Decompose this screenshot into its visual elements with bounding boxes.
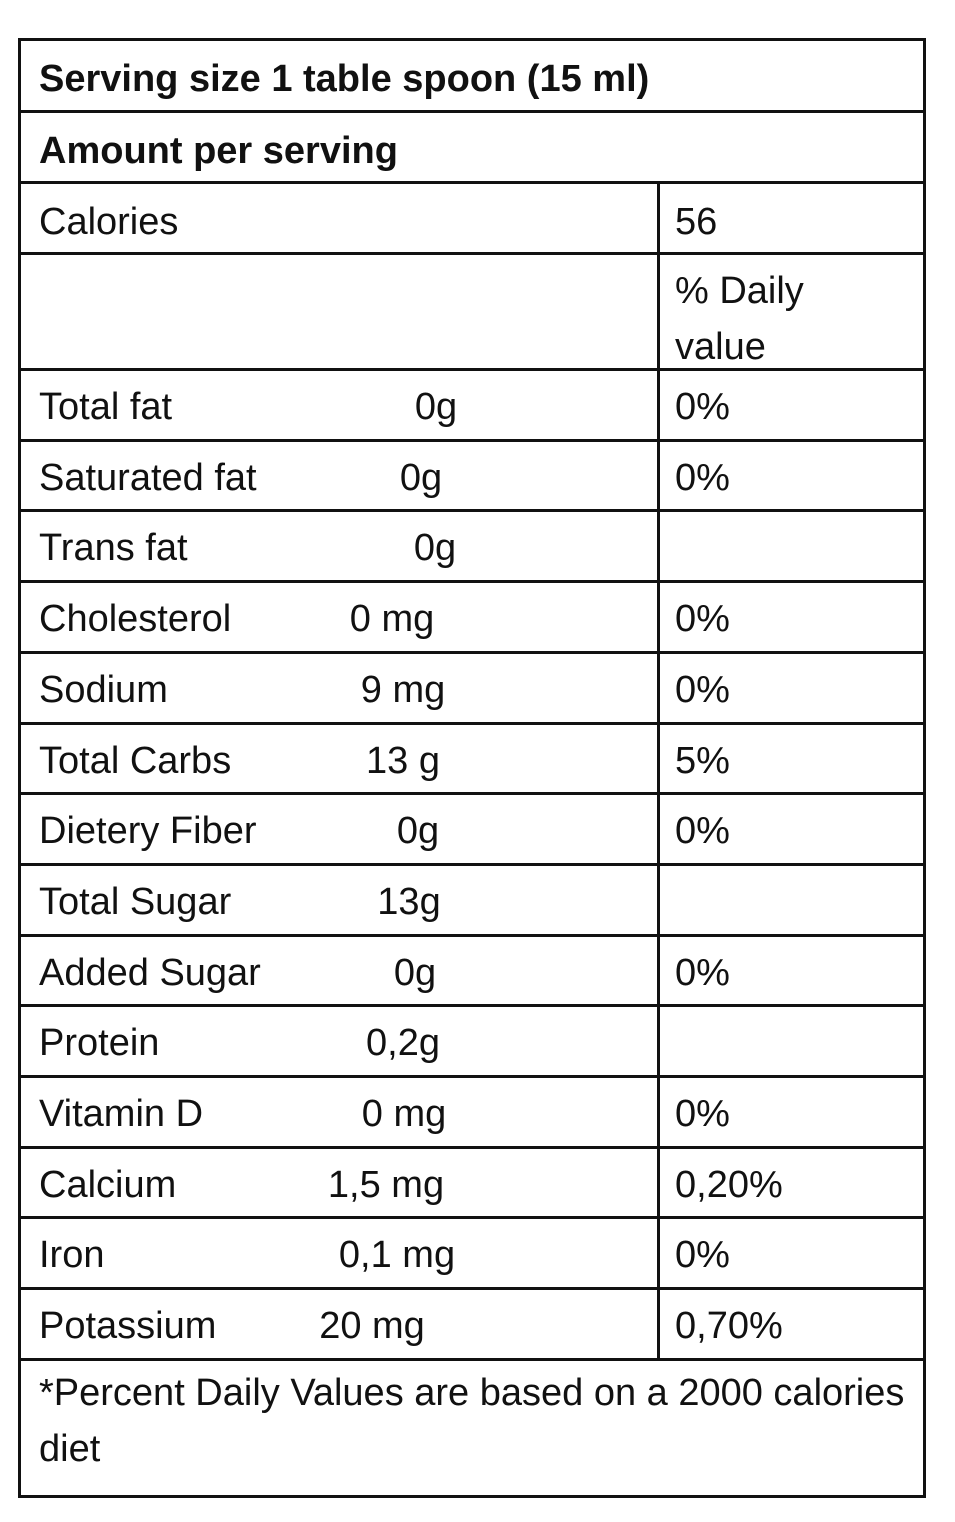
footnote-text: *Percent Daily Values are based on a 200… (39, 1372, 905, 1470)
nutrient-amount: 0g (413, 527, 457, 569)
nutrient-row: Trans fat 0g (21, 512, 923, 583)
nutrient-amount: 13 g (366, 740, 440, 782)
nutrient-name: Total Carbs (39, 740, 232, 782)
nutrient-row: Iron 0,1 mg 0% (21, 1219, 923, 1290)
serving-size-row: Serving size 1 table spoon (15 ml) (21, 41, 923, 113)
nutrient-daily-percent: 0,20% (675, 1164, 783, 1206)
column-divider (657, 725, 660, 792)
nutrient-daily-percent: 0,70% (675, 1305, 783, 1347)
nutrient-amount: 0 mg (361, 1093, 447, 1135)
nutrient-amount: 0,1 mg (338, 1234, 456, 1276)
nutrient-name: Protein (39, 1022, 160, 1064)
nutrient-row: Cholesterol 0 mg 0% (21, 583, 923, 654)
nutrient-name: Sodium (39, 669, 168, 711)
nutrient-daily-percent: 0% (675, 598, 730, 640)
nutrient-daily-percent: 0% (675, 669, 730, 711)
nutrient-row: Added Sugar 0g 0% (21, 937, 923, 1007)
daily-value-header: % Daily value (675, 263, 804, 375)
nutrient-amount: 0 mg (349, 598, 435, 640)
column-divider (657, 1078, 660, 1146)
nutrient-daily-percent: 0% (675, 457, 730, 499)
column-divider (657, 442, 660, 509)
calories-row: Calories 56 (21, 184, 923, 255)
column-divider (657, 583, 660, 651)
column-divider (657, 866, 660, 934)
nutrient-daily-percent: 0% (675, 952, 730, 994)
nutrient-row: Total Sugar 13g (21, 866, 923, 937)
calories-label: Calories (39, 201, 179, 243)
column-divider (657, 1007, 660, 1075)
serving-size-text: Serving size 1 table spoon (15 ml) (39, 58, 650, 100)
nutrient-amount: 0g (393, 952, 437, 994)
nutrient-daily-percent: 0% (675, 810, 730, 852)
amount-per-serving-text: Amount per serving (39, 130, 398, 172)
nutrient-daily-percent: 0% (675, 1234, 730, 1276)
nutrient-amount: 20 mg (319, 1305, 425, 1347)
nutrient-daily-percent: 0% (675, 386, 730, 428)
nutrient-name: Cholesterol (39, 598, 232, 640)
nutrient-name: Total fat (39, 386, 173, 428)
nutrition-facts-table: Serving size 1 table spoon (15 ml) Amoun… (18, 38, 926, 1498)
nutrient-row: Total fat 0g 0% (21, 371, 923, 442)
column-divider (657, 937, 660, 1004)
daily-value-header-line2: value (675, 326, 766, 368)
nutrient-amount: 1,5 mg (327, 1164, 445, 1206)
nutrient-name: Total Sugar (39, 881, 232, 923)
column-divider (657, 371, 660, 439)
nutrient-amount: 0,2g (366, 1022, 440, 1064)
column-divider (657, 1149, 660, 1216)
nutrient-amount: 0g (414, 386, 458, 428)
nutrient-amount: 9 mg (360, 669, 446, 711)
nutrient-daily-percent: 0% (675, 1093, 730, 1135)
nutrient-name: Vitamin D (39, 1093, 204, 1135)
nutrient-name: Iron (39, 1234, 105, 1276)
daily-value-header-line1: % Daily (675, 270, 804, 312)
nutrient-daily-percent: 5% (675, 740, 730, 782)
nutrient-row: Protein 0,2g (21, 1007, 923, 1078)
nutrient-name: Trans fat (39, 527, 188, 569)
nutrient-row: Total Carbs 13 g 5% (21, 725, 923, 795)
amount-per-serving-row: Amount per serving (21, 113, 923, 184)
column-divider (657, 1219, 660, 1287)
column-divider (657, 255, 660, 368)
calories-value: 56 (675, 201, 718, 243)
nutrient-name: Potassium (39, 1305, 217, 1347)
nutrient-amount: 0g (399, 457, 443, 499)
column-divider (657, 654, 660, 722)
nutrient-row: Saturated fat 0g 0% (21, 442, 923, 512)
column-divider (657, 1290, 660, 1358)
nutrient-name: Saturated fat (39, 457, 257, 499)
nutrient-row: Vitamin D 0 mg 0% (21, 1078, 923, 1149)
footnote-row: *Percent Daily Values are based on a 200… (21, 1361, 923, 1495)
nutrient-name: Added Sugar (39, 952, 261, 994)
nutrient-row: Potassium 20 mg 0,70% (21, 1290, 923, 1361)
nutrient-amount: 13g (377, 881, 441, 923)
daily-value-header-row: % Daily value (21, 255, 923, 371)
column-divider (657, 184, 660, 252)
nutrient-name: Dietery Fiber (39, 810, 257, 852)
nutrient-row: Dietery Fiber 0g 0% (21, 795, 923, 866)
nutrient-row: Sodium 9 mg 0% (21, 654, 923, 725)
nutrient-name: Calcium (39, 1164, 177, 1206)
nutrient-amount: 0g (396, 810, 440, 852)
column-divider (657, 512, 660, 580)
column-divider (657, 795, 660, 863)
nutrient-row: Calcium 1,5 mg 0,20% (21, 1149, 923, 1219)
